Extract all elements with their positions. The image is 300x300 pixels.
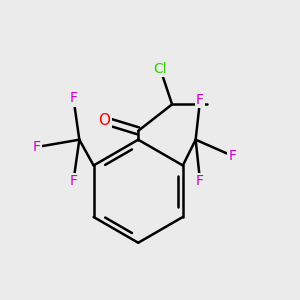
- Text: F: F: [228, 149, 236, 163]
- Text: O: O: [98, 113, 110, 128]
- Text: F: F: [33, 140, 41, 154]
- Text: F: F: [69, 174, 77, 188]
- Text: Cl: Cl: [154, 62, 167, 76]
- Text: F: F: [196, 93, 204, 107]
- Text: F: F: [196, 174, 204, 188]
- Text: F: F: [69, 92, 77, 106]
